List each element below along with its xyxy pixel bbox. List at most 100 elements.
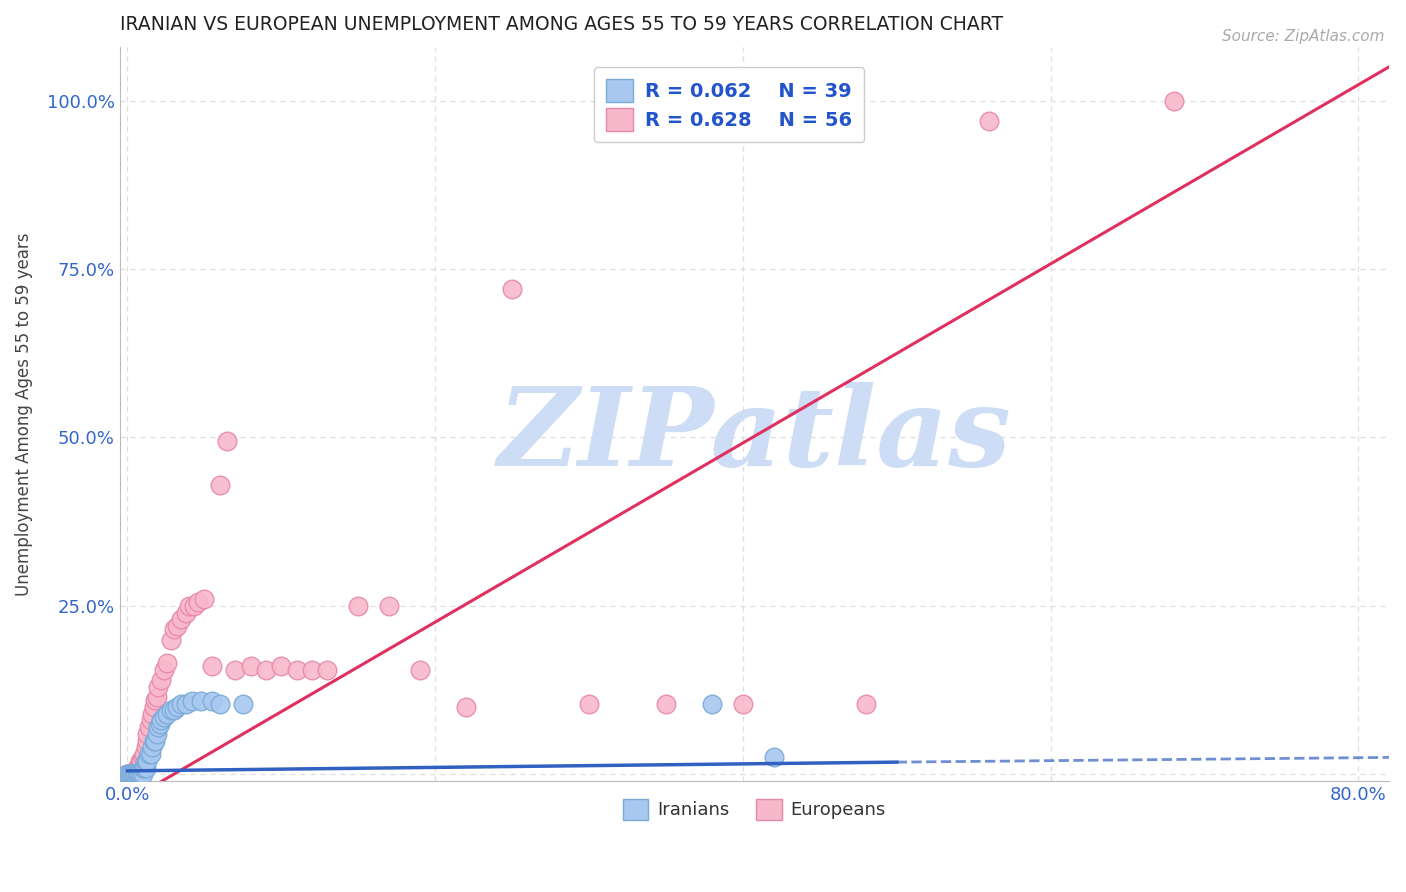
Point bbox=[136, 733, 159, 747]
Point bbox=[148, 720, 170, 734]
Point bbox=[138, 747, 160, 761]
Point bbox=[139, 747, 162, 761]
Point bbox=[125, 767, 148, 781]
Text: ZIPatlas: ZIPatlas bbox=[498, 382, 1011, 490]
Point bbox=[166, 699, 188, 714]
Point bbox=[118, 767, 141, 781]
Point bbox=[270, 659, 292, 673]
Point bbox=[143, 693, 166, 707]
Point bbox=[129, 767, 152, 781]
Point bbox=[118, 767, 141, 781]
Point bbox=[301, 663, 323, 677]
Point bbox=[181, 694, 204, 708]
Point bbox=[183, 599, 205, 613]
Point bbox=[132, 760, 155, 774]
Point bbox=[150, 673, 173, 687]
Point bbox=[217, 434, 239, 448]
Point bbox=[145, 727, 167, 741]
Point bbox=[124, 767, 146, 781]
Point bbox=[174, 606, 197, 620]
Point bbox=[208, 697, 231, 711]
Point bbox=[190, 694, 212, 708]
Y-axis label: Unemployment Among Ages 55 to 59 years: Unemployment Among Ages 55 to 59 years bbox=[15, 232, 32, 596]
Point bbox=[187, 595, 209, 609]
Point bbox=[136, 727, 159, 741]
Point bbox=[762, 750, 785, 764]
Point bbox=[132, 767, 155, 781]
Point bbox=[134, 747, 156, 761]
Point bbox=[122, 767, 145, 781]
Point bbox=[141, 740, 163, 755]
Point bbox=[153, 710, 176, 724]
Point bbox=[159, 632, 181, 647]
Point bbox=[145, 690, 167, 704]
Point bbox=[142, 699, 165, 714]
Point bbox=[121, 767, 143, 781]
Point bbox=[177, 599, 200, 613]
Point bbox=[1163, 94, 1185, 108]
Point bbox=[170, 697, 193, 711]
Point bbox=[454, 699, 477, 714]
Point bbox=[124, 767, 146, 781]
Point bbox=[316, 663, 339, 677]
Point bbox=[129, 754, 152, 768]
Point bbox=[135, 760, 157, 774]
Point bbox=[159, 703, 181, 717]
Text: IRANIAN VS EUROPEAN UNEMPLOYMENT AMONG AGES 55 TO 59 YEARS CORRELATION CHART: IRANIAN VS EUROPEAN UNEMPLOYMENT AMONG A… bbox=[120, 15, 1002, 34]
Point bbox=[127, 767, 149, 781]
Point bbox=[121, 767, 143, 781]
Point bbox=[128, 754, 150, 768]
Point bbox=[128, 767, 150, 781]
Point bbox=[135, 740, 157, 755]
Point bbox=[139, 714, 162, 728]
Point bbox=[578, 697, 600, 711]
Point bbox=[156, 706, 179, 721]
Legend: Iranians, Europeans: Iranians, Europeans bbox=[616, 792, 893, 827]
Point bbox=[224, 663, 246, 677]
Point bbox=[239, 659, 262, 673]
Point bbox=[347, 599, 370, 613]
Point bbox=[150, 714, 173, 728]
Point bbox=[153, 663, 176, 677]
Point bbox=[149, 716, 172, 731]
Point bbox=[174, 697, 197, 711]
Point bbox=[201, 659, 224, 673]
Point bbox=[977, 113, 1000, 128]
Point bbox=[156, 656, 179, 670]
Point bbox=[132, 750, 155, 764]
Text: Source: ZipAtlas.com: Source: ZipAtlas.com bbox=[1222, 29, 1385, 44]
Point bbox=[122, 767, 145, 781]
Point bbox=[142, 733, 165, 747]
Point bbox=[162, 623, 184, 637]
Point bbox=[201, 694, 224, 708]
Point bbox=[254, 663, 277, 677]
Point bbox=[655, 697, 678, 711]
Point bbox=[136, 754, 159, 768]
Point bbox=[166, 619, 188, 633]
Point bbox=[120, 767, 142, 781]
Point bbox=[148, 680, 170, 694]
Point bbox=[135, 754, 157, 768]
Point bbox=[409, 663, 432, 677]
Point bbox=[134, 760, 156, 774]
Point bbox=[143, 733, 166, 747]
Point bbox=[501, 282, 523, 296]
Point bbox=[378, 599, 401, 613]
Point bbox=[731, 697, 754, 711]
Point bbox=[125, 767, 148, 781]
Point bbox=[232, 697, 254, 711]
Point bbox=[170, 612, 193, 626]
Point bbox=[127, 760, 149, 774]
Point bbox=[125, 760, 148, 774]
Point bbox=[120, 767, 142, 781]
Point bbox=[855, 697, 877, 711]
Point bbox=[700, 697, 723, 711]
Point bbox=[141, 706, 163, 721]
Point bbox=[162, 703, 184, 717]
Point bbox=[208, 477, 231, 491]
Point bbox=[138, 720, 160, 734]
Point bbox=[193, 592, 215, 607]
Point bbox=[117, 767, 139, 781]
Point bbox=[117, 767, 139, 781]
Point bbox=[285, 663, 308, 677]
